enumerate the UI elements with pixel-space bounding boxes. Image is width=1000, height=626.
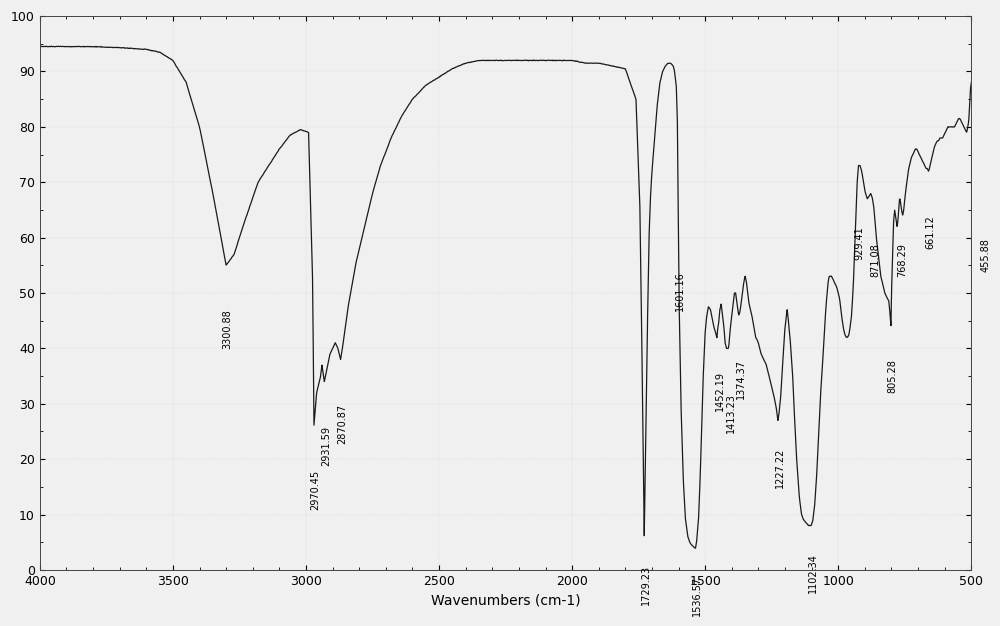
Text: 1729.23: 1729.23 xyxy=(641,565,651,605)
Text: 1374.37: 1374.37 xyxy=(736,359,746,399)
Text: 2931.59: 2931.59 xyxy=(322,426,332,466)
Text: 1601.16: 1601.16 xyxy=(675,271,685,310)
Text: 1452.19: 1452.19 xyxy=(715,371,725,411)
Text: 1413.23: 1413.23 xyxy=(726,393,736,433)
Text: 2970.45: 2970.45 xyxy=(311,470,321,510)
Text: 768.29: 768.29 xyxy=(897,243,907,277)
Text: 1102.34: 1102.34 xyxy=(808,553,818,593)
Text: 871.08: 871.08 xyxy=(870,243,880,277)
Text: 661.12: 661.12 xyxy=(926,215,936,249)
Text: 1227.22: 1227.22 xyxy=(775,448,785,488)
X-axis label: Wavenumbers (cm-1): Wavenumbers (cm-1) xyxy=(431,593,580,607)
Text: 929.41: 929.41 xyxy=(854,227,864,260)
Text: 455.88: 455.88 xyxy=(980,238,990,272)
Text: 805.28: 805.28 xyxy=(887,359,897,393)
Text: 2870.87: 2870.87 xyxy=(338,404,348,444)
Text: 1536.57: 1536.57 xyxy=(692,575,702,615)
Text: 3300.88: 3300.88 xyxy=(222,310,232,349)
